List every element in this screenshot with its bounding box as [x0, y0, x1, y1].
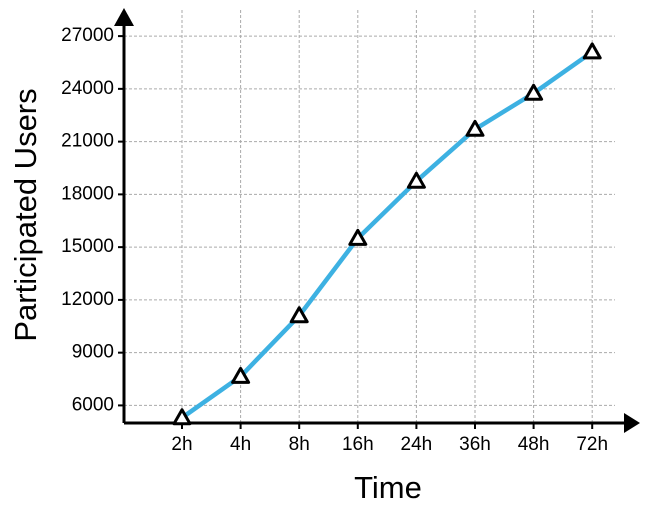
y-tick-label: 9000: [72, 342, 114, 363]
y-axis-arrow: [114, 8, 134, 26]
y-tick-label: 27000: [61, 25, 114, 46]
x-tick-label: 2h: [171, 434, 192, 455]
y-tick-label: 12000: [61, 289, 114, 310]
data-point: [406, 171, 426, 189]
data-point: [582, 42, 602, 60]
x-tick-label: 4h: [230, 434, 251, 455]
y-tick-label: 15000: [61, 236, 114, 257]
x-tick-label: 8h: [289, 434, 310, 455]
series-line: [180, 50, 594, 420]
y-tick-label: 6000: [72, 394, 114, 415]
x-tick-label: 36h: [459, 434, 491, 455]
x-axis-label: Time: [354, 470, 422, 505]
data-point: [231, 366, 251, 384]
y-tick-label: 24000: [61, 78, 114, 99]
y-tick-label: 21000: [61, 131, 114, 152]
x-tick-label: 48h: [518, 434, 550, 455]
data-point: [289, 306, 309, 324]
y-axis-label: Participated Users: [8, 88, 43, 341]
x-tick-label: 72h: [576, 434, 608, 455]
y-tick-label: 18000: [61, 183, 114, 204]
x-tick-label: 16h: [342, 434, 374, 455]
data-point: [524, 83, 544, 101]
data-point: [348, 228, 368, 246]
data-point: [172, 408, 192, 426]
x-axis-arrow: [624, 413, 640, 433]
data-point: [465, 119, 485, 137]
x-tick-label: 24h: [401, 434, 433, 455]
